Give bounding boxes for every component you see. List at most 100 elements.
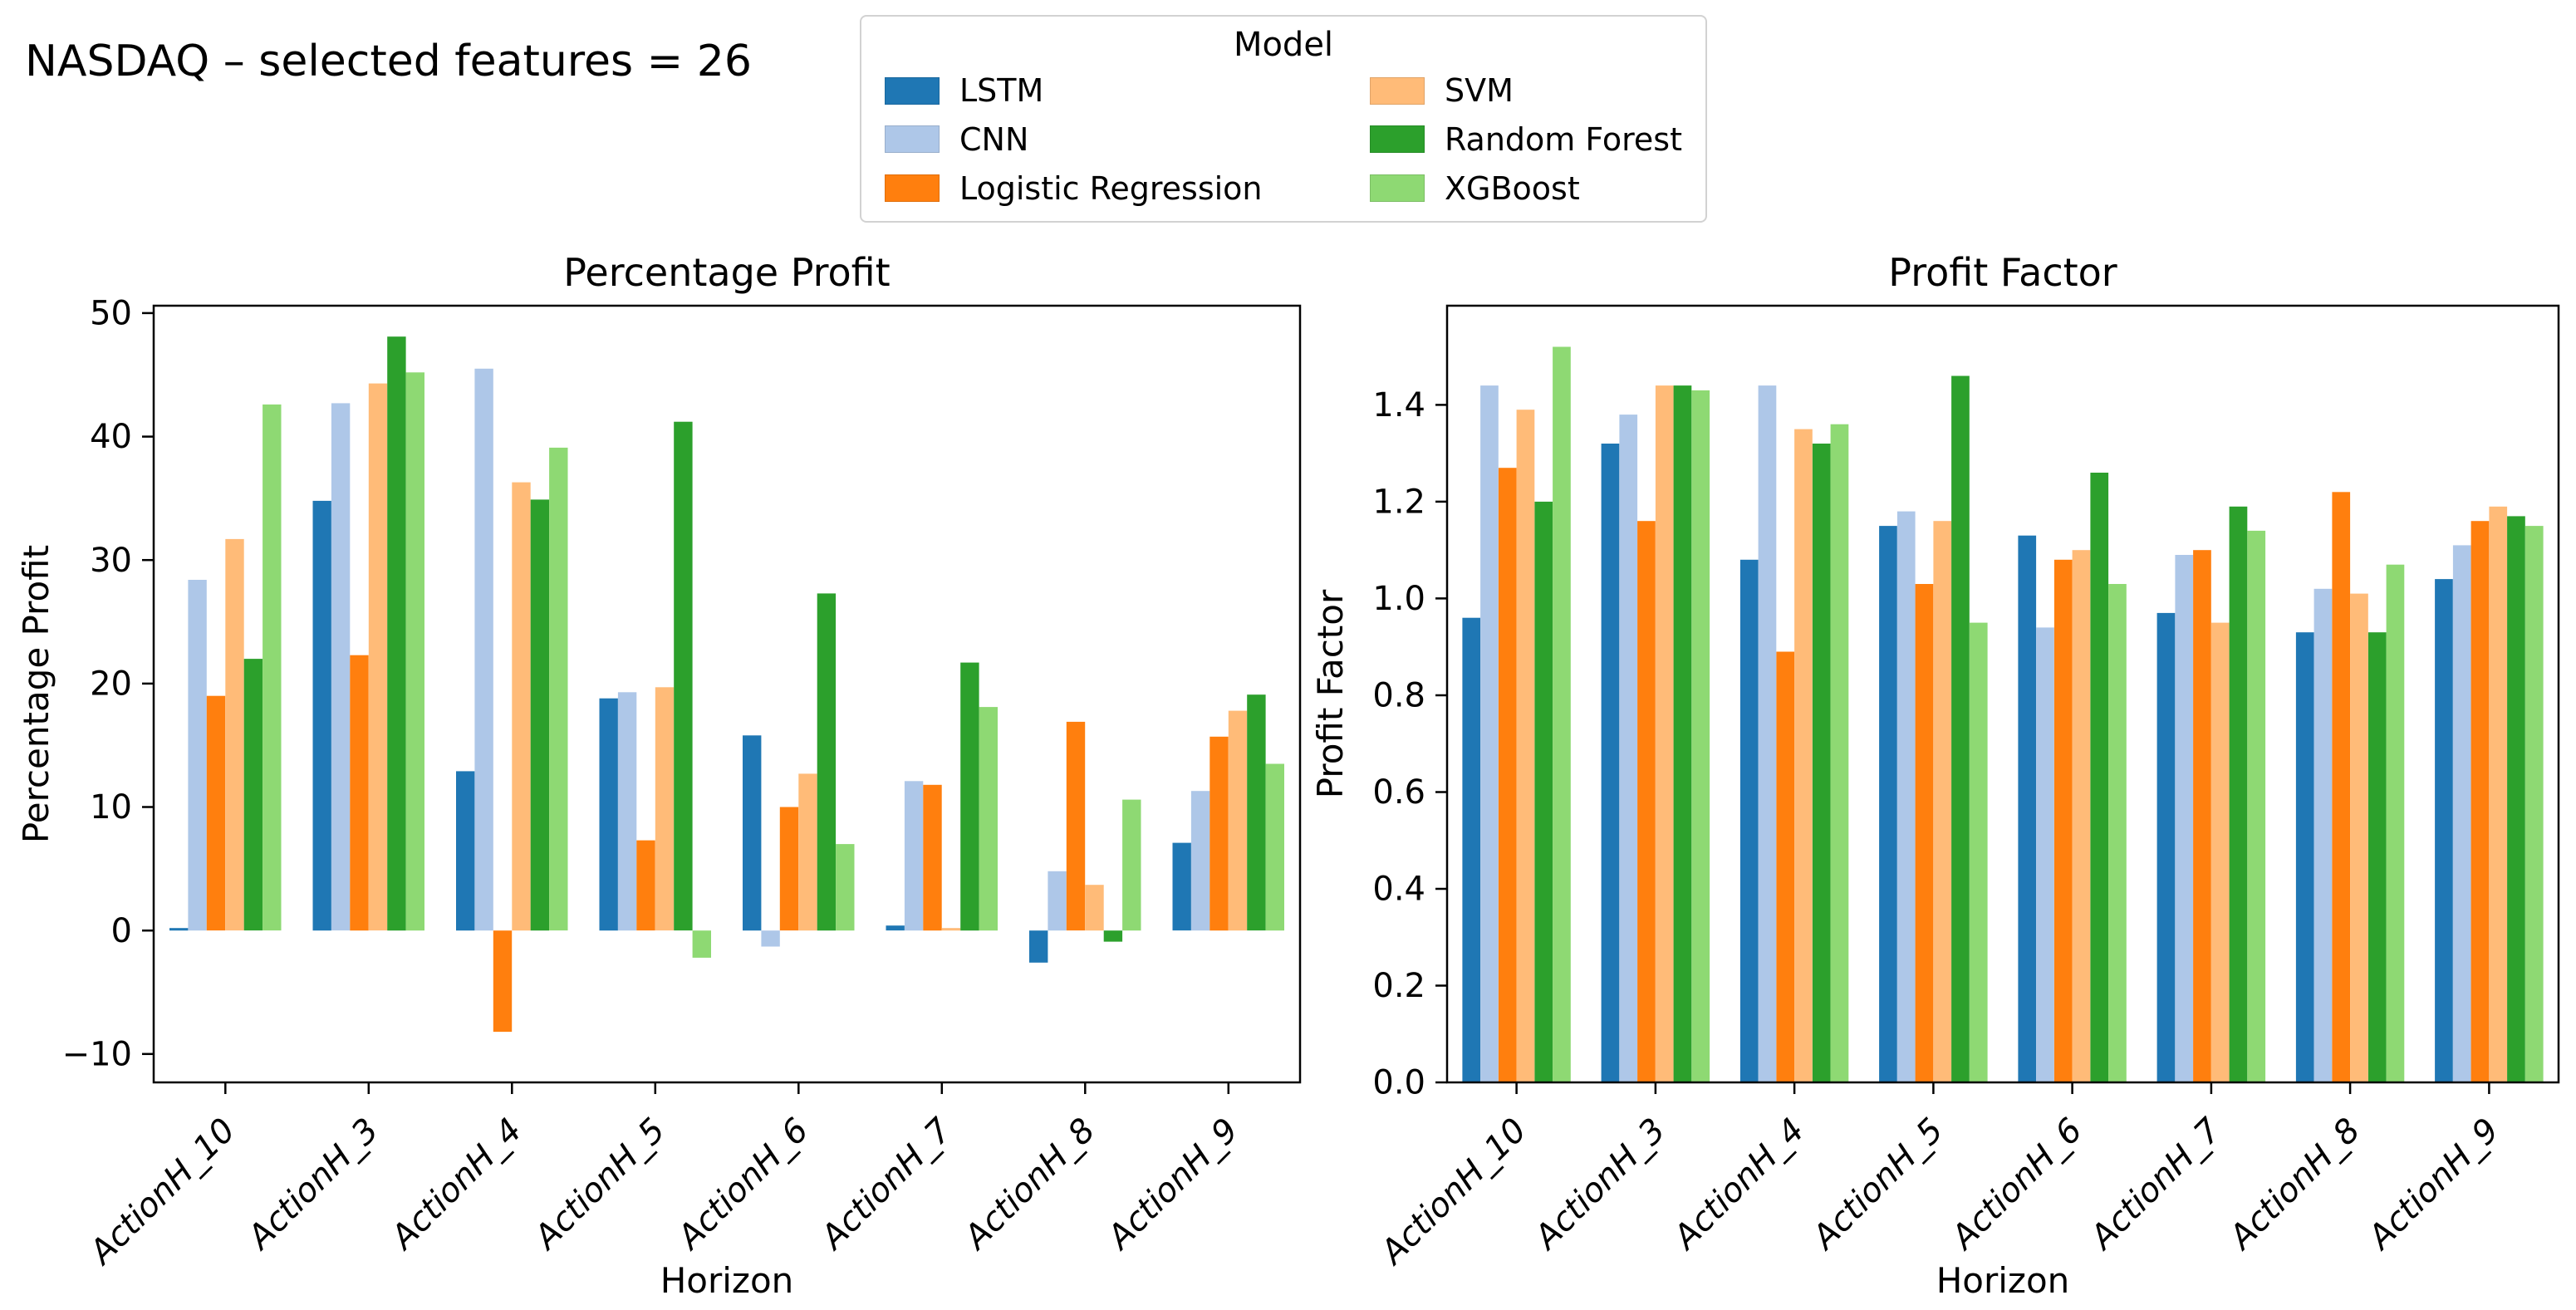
bar-random-forest-ActionH_3: [387, 336, 406, 931]
legend-item-xgboost: XGBoost: [1369, 170, 1682, 207]
legend-title: Model: [1233, 26, 1334, 64]
bar-lstm-ActionH_10: [169, 928, 189, 931]
x-tick-label: ActionH_4: [1665, 1111, 1812, 1258]
bar-cnn-ActionH_10: [1480, 385, 1499, 1083]
bar-svm-ActionH_9: [1228, 710, 1248, 931]
bar-cnn-ActionH_3: [1619, 415, 1638, 1083]
bar-svm-ActionH_6: [798, 773, 817, 931]
y-tick-label: 50: [90, 295, 132, 333]
y-tick-label: 1.0: [1372, 580, 1425, 618]
bar-xgboost-ActionH_6: [2108, 584, 2127, 1082]
bar-xgboost-ActionH_9: [1265, 763, 1284, 931]
bar-cnn-ActionH_8: [2313, 588, 2333, 1082]
bar-lstm-ActionH_6: [743, 735, 762, 931]
x-tick-label: ActionH_9: [1099, 1111, 1246, 1258]
legend-items: LSTM CNN Logistic Regression SVM Random Fore…: [885, 66, 1682, 213]
bar-xgboost-ActionH_7: [2247, 530, 2266, 1082]
bar-random-forest-ActionH_6: [2090, 473, 2109, 1082]
legend-box: Model LSTM CNN Logistic Regression SVM Rando…: [860, 15, 1707, 223]
bar-logistic-regression-ActionH_4: [1776, 651, 1795, 1082]
bar-xgboost-ActionH_4: [1830, 424, 1849, 1082]
bar-random-forest-ActionH_3: [1673, 385, 1692, 1083]
legend-swatch-lstm: [885, 76, 940, 105]
x-tick-label: ActionH_5: [526, 1111, 673, 1258]
bar-svm-ActionH_10: [225, 538, 244, 931]
bar-svm-ActionH_4: [1794, 429, 1813, 1082]
bar-lstm-ActionH_6: [2018, 535, 2037, 1082]
x-tick-label: ActionH_8: [2220, 1111, 2367, 1258]
bar-lstm-ActionH_5: [599, 698, 618, 931]
bar-lstm-ActionH_3: [1601, 444, 1620, 1082]
bar-xgboost-ActionH_9: [2524, 526, 2544, 1082]
y-axis-label: Percentage Profit: [16, 545, 56, 843]
bar-random-forest-ActionH_10: [1534, 501, 1553, 1082]
bar-cnn-ActionH_4: [474, 368, 493, 931]
figure-title: NASDAQ – selected features = 26: [25, 37, 752, 86]
y-tick-label: 0.8: [1372, 677, 1425, 715]
bar-random-forest-ActionH_8: [1103, 930, 1123, 942]
bar-xgboost-ActionH_3: [1691, 390, 1710, 1082]
bar-logistic-regression-ActionH_10: [206, 695, 226, 931]
x-tick-label: ActionH_7: [2082, 1111, 2230, 1258]
bar-svm-ActionH_6: [2072, 550, 2091, 1082]
legend-label: LSTM: [959, 72, 1044, 110]
bar-cnn-ActionH_9: [1190, 791, 1210, 931]
y-tick-label: −10: [62, 1035, 132, 1073]
bar-logistic-regression-ActionH_8: [1066, 721, 1086, 931]
bar-svm-ActionH_3: [1655, 385, 1674, 1083]
bar-xgboost-ActionH_10: [1553, 346, 1571, 1082]
x-tick-label: ActionH_3: [239, 1111, 386, 1258]
bar-lstm-ActionH_8: [1029, 930, 1048, 963]
bar-lstm-ActionH_9: [1172, 842, 1191, 931]
bar-logistic-regression-ActionH_3: [350, 655, 369, 931]
x-axis-label: Horizon: [1936, 1260, 2070, 1301]
legend-item-logistic-regression: Logistic Regression: [885, 170, 1370, 207]
bar-lstm-ActionH_5: [1879, 526, 1897, 1082]
y-tick-label: 1.4: [1372, 386, 1425, 424]
bar-random-forest-ActionH_4: [530, 499, 550, 931]
bar-xgboost-ActionH_8: [1122, 799, 1141, 931]
legend-label: Logistic Regression: [959, 169, 1263, 207]
bar-svm-ActionH_7: [2210, 622, 2230, 1082]
x-tick-label: ActionH_6: [1943, 1111, 2090, 1258]
legend-item-svm: SVM: [1369, 72, 1682, 110]
x-tick-label: ActionH_10: [81, 1111, 243, 1273]
bar-svm-ActionH_5: [1933, 521, 1952, 1082]
bar-random-forest-ActionH_5: [674, 421, 693, 931]
bar-random-forest-ActionH_7: [960, 662, 979, 931]
bar-cnn-ActionH_5: [1896, 511, 1916, 1082]
bar-cnn-ActionH_7: [2175, 555, 2194, 1082]
plot-border: [1445, 304, 2560, 1084]
x-tick-label: ActionH_9: [2359, 1111, 2506, 1258]
bar-logistic-regression-ActionH_9: [2471, 521, 2490, 1082]
y-axis-label: Profit Factor: [1310, 589, 1351, 798]
bar-cnn-ActionH_8: [1048, 871, 1067, 931]
legend-item-lstm: LSTM: [885, 72, 1370, 109]
x-axis-label: Horizon: [660, 1260, 794, 1301]
bar-random-forest-ActionH_6: [817, 593, 837, 931]
bar-xgboost-ActionH_6: [836, 844, 855, 931]
bar-xgboost-ActionH_4: [549, 447, 568, 931]
bar-cnn-ActionH_3: [331, 403, 351, 931]
bar-logistic-regression-ActionH_4: [493, 930, 513, 1033]
bar-cnn-ActionH_5: [617, 692, 637, 931]
bar-lstm-ActionH_10: [1462, 617, 1481, 1082]
bar-cnn-ActionH_9: [2452, 545, 2471, 1082]
bar-logistic-regression-ActionH_6: [2053, 559, 2073, 1082]
legend-label: Random Forest: [1444, 120, 1682, 158]
bar-cnn-ActionH_6: [761, 930, 780, 947]
bar-logistic-regression-ActionH_7: [2193, 550, 2211, 1082]
bar-logistic-regression-ActionH_8: [2332, 492, 2351, 1082]
bar-svm-ActionH_7: [941, 928, 961, 931]
legend-swatch-xgboost: [1369, 174, 1425, 203]
x-tick-label: ActionH_4: [382, 1111, 529, 1258]
bar-cnn-ActionH_6: [2036, 627, 2054, 1082]
bar-xgboost-ActionH_10: [263, 404, 282, 931]
legend-label: SVM: [1444, 72, 1514, 110]
y-tick-label: 30: [90, 542, 132, 580]
x-tick-label: ActionH_10: [1372, 1111, 1534, 1273]
legend-swatch-cnn: [885, 125, 940, 154]
bar-random-forest-ActionH_4: [1812, 444, 1831, 1082]
legend-swatch-svm: [1369, 76, 1425, 105]
